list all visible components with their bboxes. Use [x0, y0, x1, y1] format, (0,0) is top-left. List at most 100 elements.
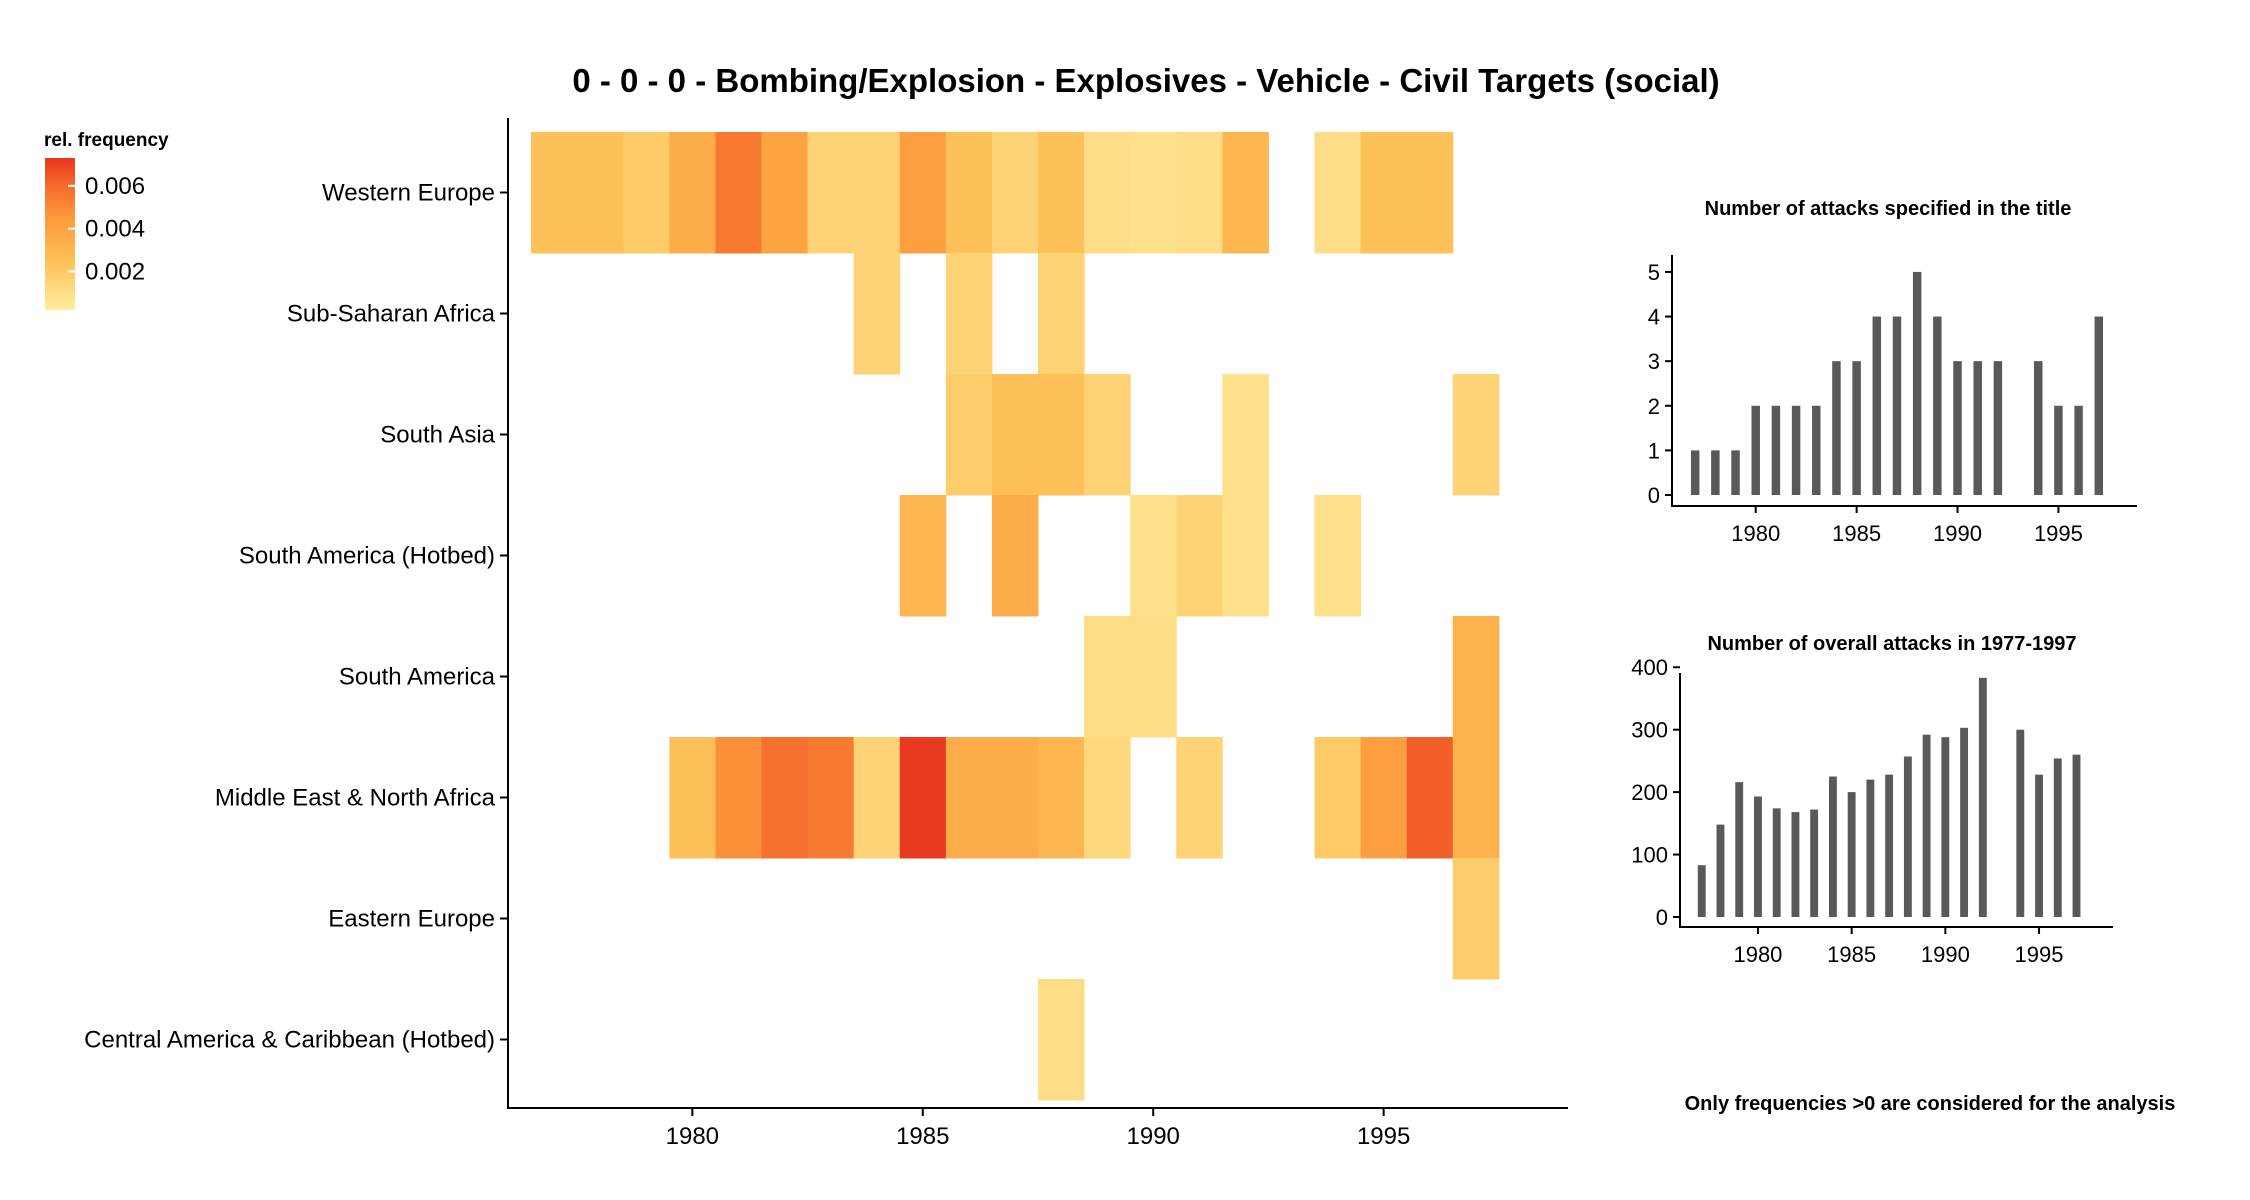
bar-chart-x-tick-label: 1980	[1731, 521, 1780, 546]
legend-colorbar	[45, 158, 75, 310]
bar-chart-y-tick-label: 4	[1648, 305, 1660, 330]
bar	[1812, 405, 1821, 495]
bar	[1953, 361, 1962, 495]
bar	[1892, 316, 1902, 495]
heatmap-cell	[1452, 374, 1500, 496]
bar-chart-x-tick-label: 1990	[1921, 942, 1970, 967]
heatmap-cell	[807, 132, 855, 254]
bar-chart-x-tick-label: 1985	[1827, 942, 1876, 967]
heatmap-cell	[1406, 737, 1454, 859]
heatmap-cell	[1130, 132, 1177, 254]
heatmap-cell	[577, 132, 624, 254]
bar-chart-y-tick-label: 0	[1648, 483, 1660, 508]
heatmap-cell	[991, 737, 1039, 859]
bar	[1847, 792, 1856, 917]
heatmap-x-tick-label: 1995	[1357, 1123, 1410, 1150]
bar	[1872, 316, 1882, 495]
heatmap-y-tick-label: Sub-Saharan Africa	[287, 301, 496, 328]
bar	[1885, 774, 1894, 917]
heatmap-y-tick-label: Western Europe	[322, 180, 495, 207]
heatmap-cell	[945, 374, 993, 496]
bar	[1697, 865, 1706, 917]
attacks-title-bar-chart: Number of attacks specified in the title…	[1648, 198, 2137, 546]
heatmap-cell	[1452, 616, 1500, 738]
heatmap-cell	[1452, 858, 1500, 980]
legend-title: rel. frequency	[44, 130, 169, 151]
bar	[2094, 316, 2104, 495]
heatmap-cell	[1360, 737, 1408, 859]
bar	[1791, 405, 1801, 495]
bar	[1754, 796, 1762, 917]
bar	[1973, 361, 1982, 495]
bar	[2072, 754, 2081, 917]
bar	[1866, 779, 1875, 917]
bar-chart-y-tick-label: 3	[1648, 349, 1660, 374]
bar	[1716, 824, 1725, 917]
heatmap-cell	[1222, 374, 1269, 496]
bar-chart-y-tick-label: 5	[1648, 260, 1660, 285]
heatmap-cell	[531, 132, 578, 254]
heatmap-cell	[1130, 495, 1177, 617]
heatmap-cell	[991, 374, 1039, 496]
heatmap-cell	[1038, 132, 1085, 254]
bar	[2054, 405, 2063, 495]
heatmap-cell	[1038, 979, 1085, 1101]
heatmap-cell	[1360, 132, 1408, 254]
heatmap-cell	[1314, 737, 1362, 859]
heatmap-cell	[945, 132, 993, 254]
heatmap-y-tick-label: Middle East & North Africa	[215, 785, 496, 812]
heatmap-cell	[991, 132, 1039, 254]
heatmap-cell	[1314, 132, 1362, 254]
bar	[2053, 758, 2062, 917]
heatmap-cell	[761, 737, 809, 859]
heatmap-cell	[1084, 374, 1131, 496]
heatmap-cell	[899, 132, 947, 254]
heatmap-cell	[1222, 495, 1269, 617]
heatmap-cell	[945, 253, 993, 375]
bar	[1933, 316, 1942, 495]
heatmap-cell	[899, 495, 947, 617]
heatmap-cell	[1130, 616, 1177, 738]
analysis-note: Only frequencies >0 are considered for t…	[1685, 1093, 2176, 1115]
bar-chart-x-tick-label: 1990	[1933, 521, 1982, 546]
heatmap-cell	[715, 737, 762, 859]
legend-label: 0.004	[85, 216, 145, 243]
heatmap-cell	[899, 737, 947, 859]
bar	[1960, 727, 1969, 917]
bar	[1852, 361, 1861, 495]
bar-chart-y-tick-label: 100	[1631, 843, 1668, 868]
bar	[1731, 450, 1740, 495]
bar-chart-y-tick-label: 1	[1648, 438, 1660, 463]
bar-chart-1-title: Number of attacks specified in the title	[1705, 198, 2072, 220]
legend: rel. frequency 0.006 0.004 0.002	[44, 130, 169, 310]
heatmap-cell	[623, 132, 670, 254]
heatmap-y-tick-label: Central America & Caribbean (Hotbed)	[84, 1027, 495, 1054]
chart-title: 0 - 0 - 0 - Bombing/Explosion - Explosiv…	[572, 62, 1719, 99]
heatmap-cell	[669, 132, 716, 254]
heatmap-y-tick-label: South America	[339, 664, 496, 691]
heatmap-cell	[1222, 132, 1269, 254]
heatmap-panel: Western Europe Sub-Saharan Africa South As…	[84, 118, 1568, 1150]
bar-chart-x-tick-label: 1995	[2015, 942, 2064, 967]
bar-chart-y-tick-label: 0	[1656, 905, 1668, 930]
bar	[2016, 729, 2025, 917]
legend-labels: 0.006 0.004 0.002	[68, 173, 145, 285]
bar-chart-y-tick-label: 400	[1631, 655, 1668, 680]
heatmap-x-tick-label: 1985	[896, 1123, 949, 1150]
heatmap-x-tick-label: 1980	[666, 1123, 719, 1150]
heatmap-cell	[853, 132, 901, 254]
bar	[1772, 808, 1781, 917]
bar-chart-y-tick-label: 2	[1648, 394, 1660, 419]
bar	[1690, 450, 1700, 495]
heatmap-cell	[1084, 132, 1131, 254]
bar	[1711, 450, 1720, 495]
heatmap-cell	[1314, 495, 1362, 617]
heatmap-cell	[1406, 132, 1454, 254]
bar	[1828, 776, 1837, 917]
heatmap-cell	[1452, 737, 1500, 859]
overall-attacks-bar-chart: Number of overall attacks in 1977-1997 0…	[1631, 633, 2113, 967]
heatmap-cell	[1038, 374, 1085, 496]
heatmap-cell	[1038, 737, 1085, 859]
heatmap-cell	[853, 253, 901, 375]
heatmap-x-tick-label: 1990	[1127, 1123, 1180, 1150]
